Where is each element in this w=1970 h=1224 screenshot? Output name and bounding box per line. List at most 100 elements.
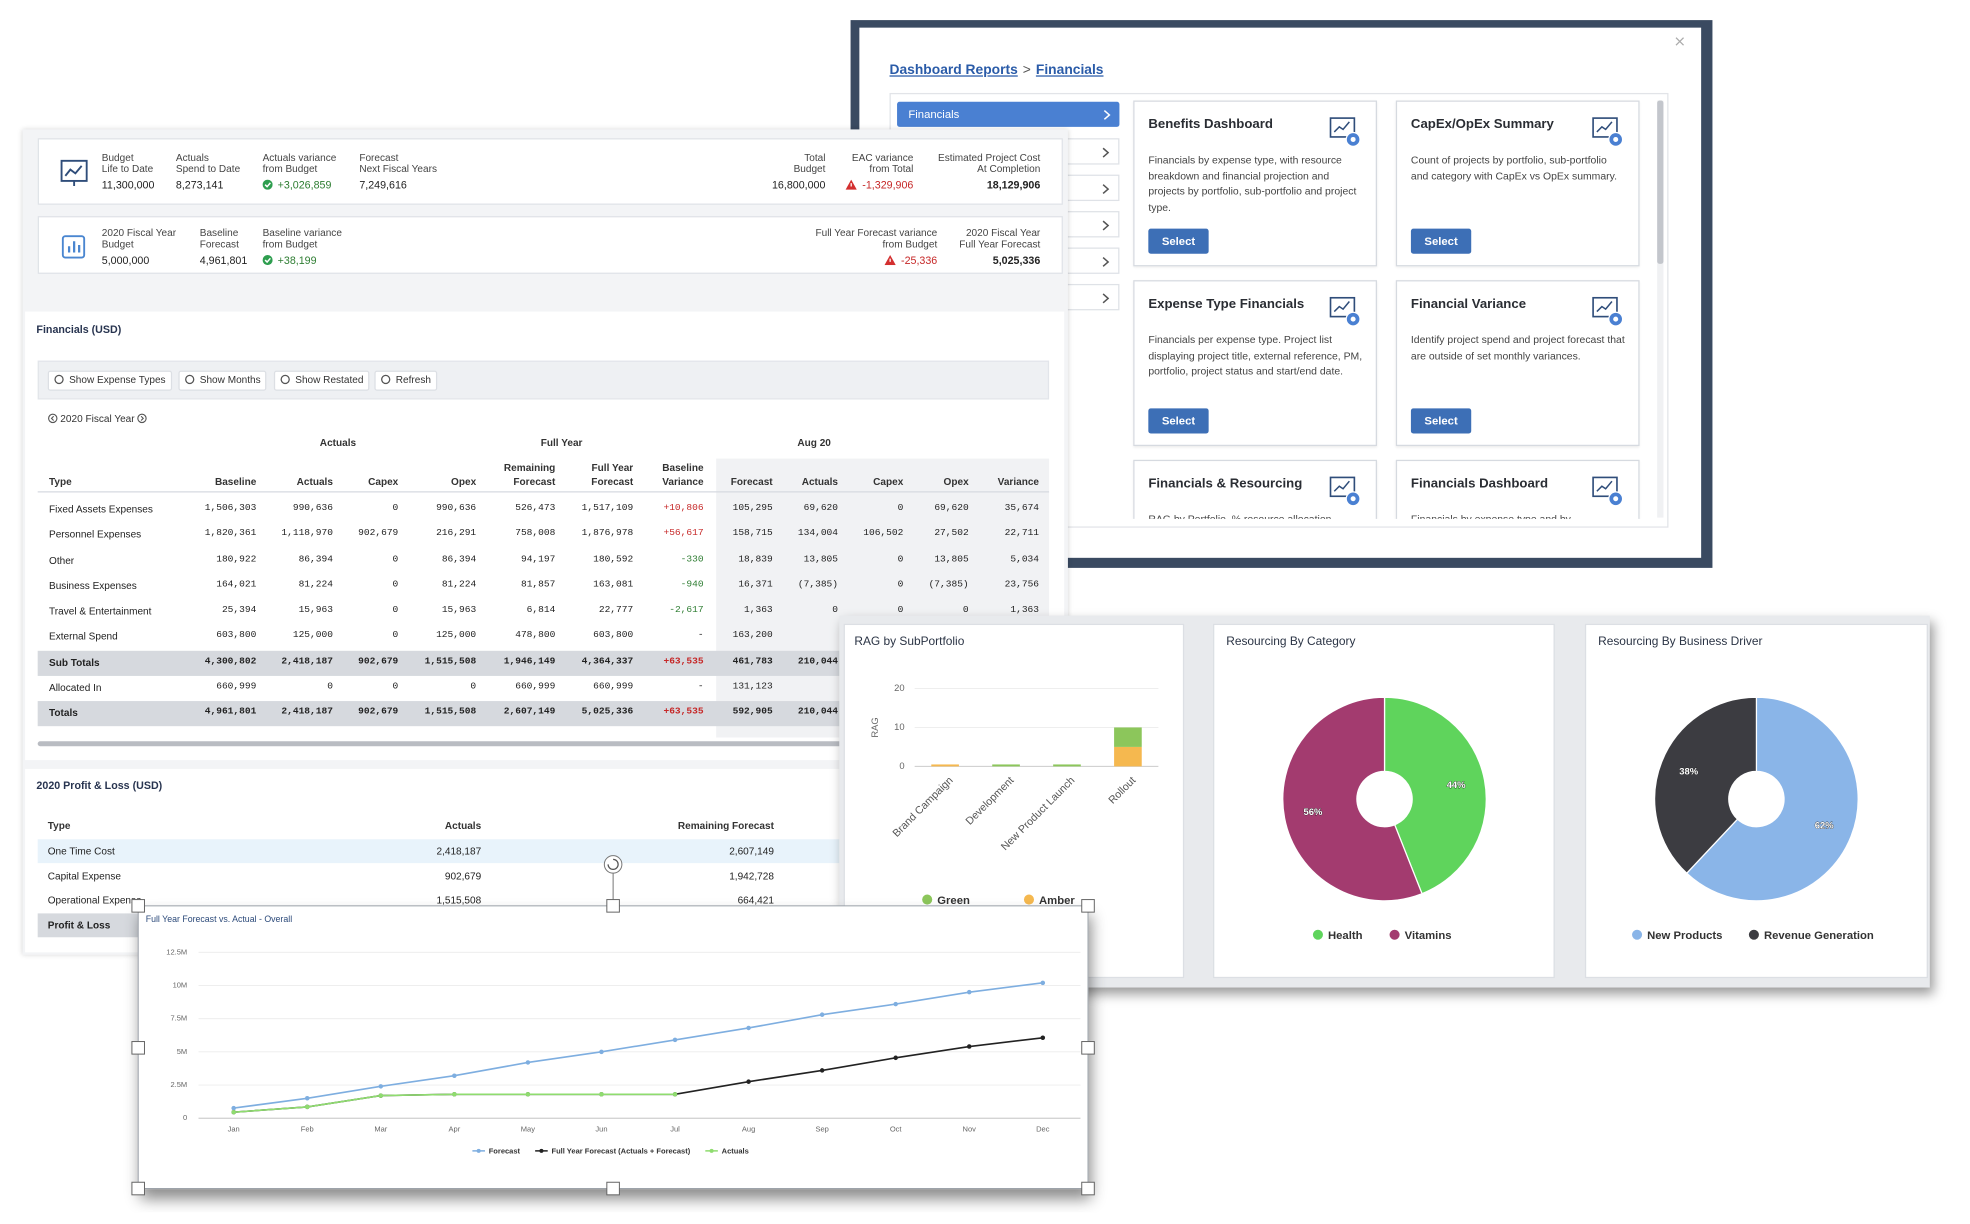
series-point <box>819 1068 825 1073</box>
select-button[interactable]: Select <box>1410 408 1472 434</box>
cell: 1,506,303 <box>204 503 257 514</box>
card-description: Financials by expense type and by <box>1410 512 1571 519</box>
cell: 106,502 <box>863 529 904 540</box>
cell: -2,617 <box>669 605 704 616</box>
kpi-value-text: 11,300,000 <box>101 178 155 191</box>
icon-shape <box>280 374 290 385</box>
select-button[interactable]: Select <box>1148 408 1209 434</box>
series-point <box>304 1096 310 1101</box>
y-tick-label: 10 <box>894 721 904 732</box>
series-point <box>231 1109 236 1115</box>
status-icon <box>262 179 273 190</box>
header-rule <box>37 491 1050 493</box>
column-header: Opex <box>406 456 476 489</box>
chart-card <box>1584 623 1928 979</box>
cell: (7,385) <box>928 580 969 591</box>
x-tick-label: Oct <box>890 1124 903 1133</box>
cell: 0 <box>897 580 904 591</box>
legend-marker <box>1748 929 1759 940</box>
select-button[interactable]: Select <box>1148 228 1209 254</box>
kpi-item: Total Budget 16,800,000 <box>772 152 825 191</box>
icon-shape <box>1103 109 1111 120</box>
cell: 35,674 <box>1004 503 1040 514</box>
icon-shape <box>262 255 273 266</box>
breadcrumb-separator: > <box>1022 62 1031 78</box>
toolbar-button[interactable]: Show Months <box>178 370 267 391</box>
chevron <box>1102 256 1110 267</box>
kpi-value-text: 5,025,336 <box>992 253 1041 267</box>
close-icon <box>1675 37 1684 46</box>
cell: 1,876,978 <box>581 529 634 540</box>
cell: 180,922 <box>216 554 257 565</box>
x-tick-label: Sep <box>815 1124 828 1133</box>
card-title: Benefits Dashboard <box>1148 116 1273 132</box>
row-label: Fixed Assets Expenses <box>48 503 153 516</box>
cell: 86,394 <box>298 554 333 565</box>
column-group: Aug 20 <box>797 437 831 449</box>
column-header: Actuals <box>768 456 838 489</box>
menu-item[interactable]: Financials <box>897 101 1120 127</box>
button-label: Select <box>1424 414 1458 428</box>
toolbar-button[interactable]: Refresh <box>374 370 438 391</box>
report-card: Financials Dashboard Financials by expens… <box>1395 459 1640 519</box>
kpi-item: Budget Life to Date 11,300,000 <box>102 152 155 191</box>
toolbar-label: Show Restated <box>295 374 364 386</box>
column-header-text: Remaining Forecast <box>503 462 556 488</box>
series-point <box>525 1060 531 1065</box>
kpi-label: Actuals variance <box>262 152 337 164</box>
cell: 0 <box>392 554 399 565</box>
column-header: Type <box>49 456 119 489</box>
report-card: Financial Variance Identify project spend… <box>1395 280 1640 447</box>
cell: 163,081 <box>593 580 634 591</box>
breadcrumb-link[interactable]: Financials <box>1035 62 1104 78</box>
icon-shape <box>50 415 55 421</box>
column-header-text: Capex <box>368 476 399 488</box>
y-tick-label: 5M <box>177 1047 187 1056</box>
cell: 0 <box>392 681 399 692</box>
bar-segment <box>992 764 1020 767</box>
series-point <box>893 1001 898 1007</box>
cell: 18,839 <box>738 554 773 565</box>
cell: 1,118,970 <box>281 529 333 540</box>
resize-handle <box>131 899 145 913</box>
kpi-label: Forecast <box>199 238 239 251</box>
column-header: Full Year Forecast <box>563 456 633 489</box>
column-header: Capex <box>833 456 903 489</box>
toolbar: Show Expense Types Show Months Show Restat… <box>37 360 1050 400</box>
toolbar-button[interactable]: Show Restated <box>273 370 370 391</box>
series-point <box>746 1079 751 1084</box>
icon-shape <box>264 257 271 264</box>
resize-handle <box>606 899 620 913</box>
chevron <box>1102 220 1110 231</box>
card-description: RAG by Portfolio, % resource allocation <box>1148 512 1332 519</box>
modal-body: Dashboard Reports > Financials Financials Be… <box>859 27 1702 558</box>
kpi-value: 8,273,141 <box>176 179 240 191</box>
column-header: Actuals <box>263 456 333 489</box>
x-tick-label: Jun <box>595 1124 607 1133</box>
toolbar-button[interactable]: Show Expense Types <box>47 370 172 391</box>
cell: +63,535 <box>663 656 704 667</box>
icon <box>1329 296 1361 327</box>
cell: 526,473 <box>515 503 556 514</box>
x-tick-label: Jul <box>670 1124 680 1133</box>
row-label: Personnel Expenses <box>48 529 142 541</box>
cell: 0 <box>897 554 904 565</box>
cell: 27,502 <box>934 529 969 540</box>
card-description: Financials per expense type. Project lis… <box>1148 332 1363 378</box>
chart-title: Resourcing By Category <box>1226 634 1355 648</box>
cell: 210,044 <box>797 656 839 667</box>
select-button[interactable]: Select <box>1410 228 1472 254</box>
row-label: Allocated In <box>48 681 102 694</box>
chevron <box>1102 147 1110 158</box>
column-header: Baseline Variance <box>633 456 703 489</box>
breadcrumb-link[interactable]: Dashboard Reports <box>889 62 1018 78</box>
column-header-text: Type <box>48 476 72 488</box>
icon <box>137 413 147 424</box>
report-modal: Dashboard Reports > Financials Financials Be… <box>850 20 1713 568</box>
slice-label: 62% <box>1815 819 1834 830</box>
kpi-value-text: 4,961,801 <box>199 253 248 267</box>
toolbar-label: Refresh <box>395 374 431 386</box>
column-header: Variance <box>969 456 1039 489</box>
cell: 902,679 <box>444 870 482 882</box>
cell: 660,999 <box>515 681 556 692</box>
